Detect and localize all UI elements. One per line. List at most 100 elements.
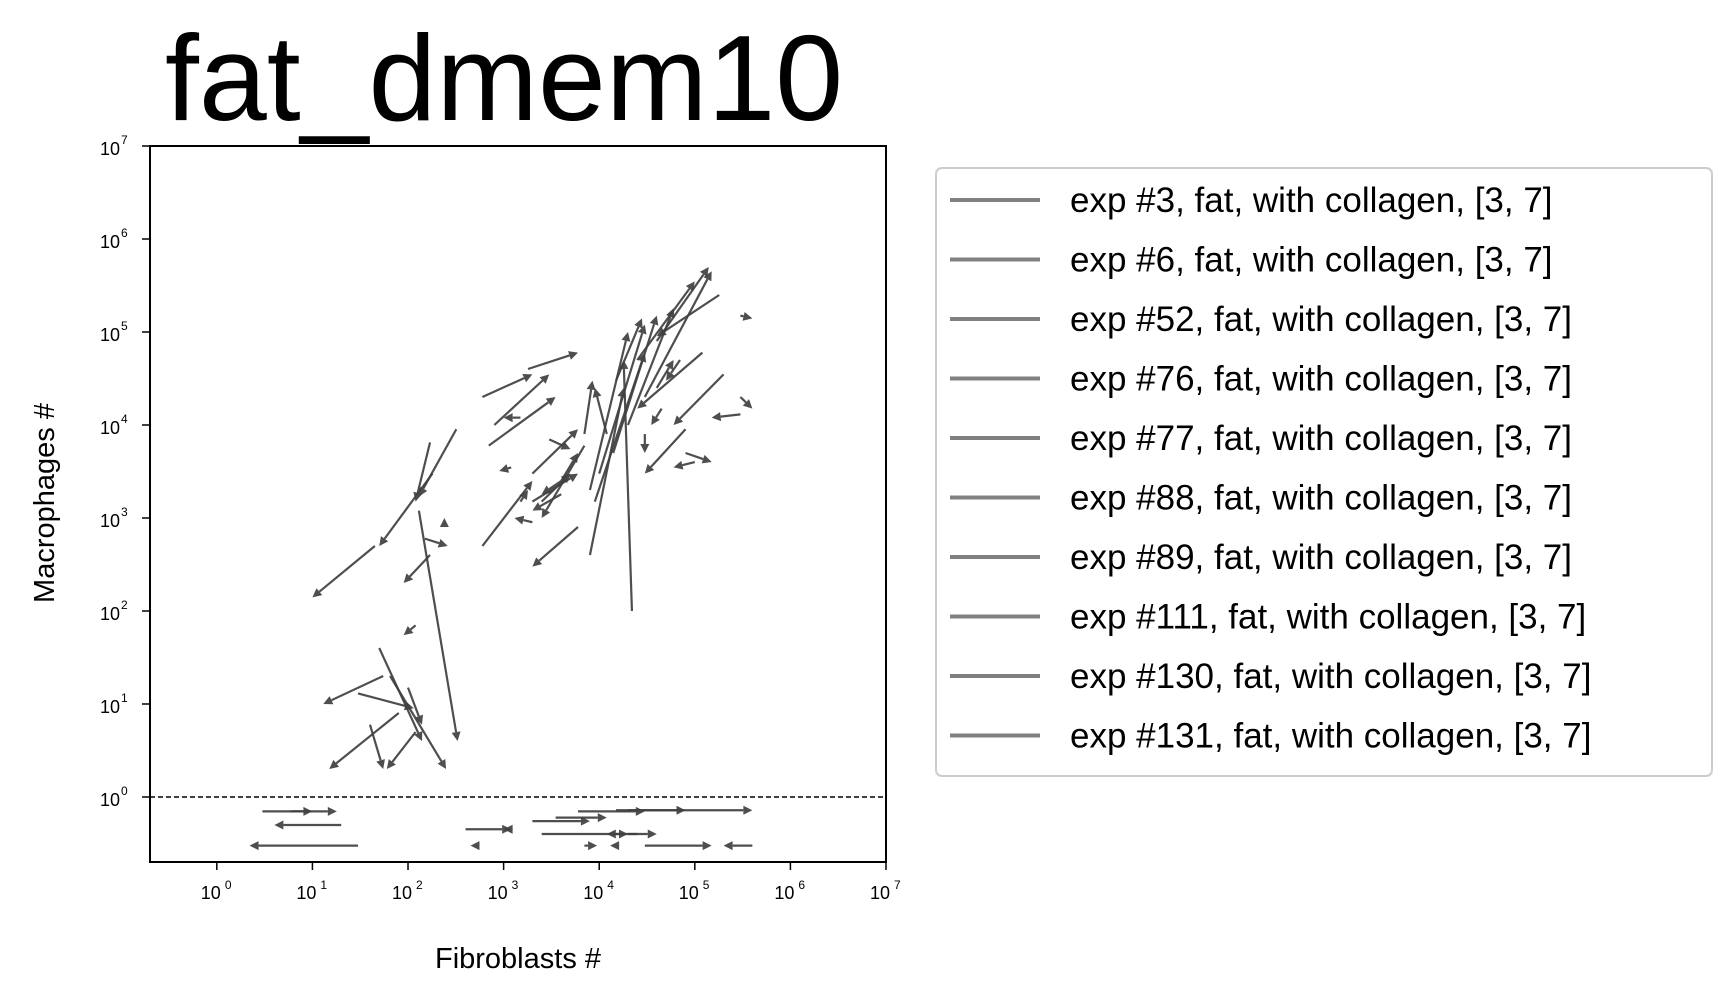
y-axis-label: Macrophages # (29, 403, 61, 603)
arrow (404, 625, 416, 635)
arrow-shaft (528, 355, 569, 369)
x-axis-label: Fibroblasts # (435, 943, 601, 975)
y-tick-label: 10 4 (100, 412, 128, 438)
y-tick-exponent: 0 (121, 784, 128, 798)
arrow-shaft (423, 429, 456, 488)
y-tick-base: 10 (100, 139, 120, 159)
arrow (440, 518, 449, 527)
arrow (387, 732, 416, 769)
arrow-head (376, 759, 385, 769)
arrow-shaft (411, 625, 416, 629)
y-tick-base: 10 (100, 418, 120, 438)
arrow-head (546, 397, 556, 406)
arrow-shaft (532, 478, 570, 501)
y-tick-label: 10 2 (100, 598, 128, 624)
arrow-head (636, 807, 645, 816)
x-tick-label: 10 5 (679, 878, 710, 903)
arrow-head (607, 830, 616, 839)
legend-label: exp #111, fat, with collagen, [3, 7] (1070, 598, 1586, 637)
arrow (499, 464, 511, 473)
arrow-shaft (686, 453, 704, 459)
arrows-group (250, 267, 753, 850)
y-tick-label: 10 3 (100, 505, 128, 531)
arrow-head (712, 412, 721, 421)
arrow-shaft (597, 397, 607, 434)
x-tick-base: 10 (679, 883, 699, 903)
x-tick-base: 10 (392, 883, 412, 903)
arrow-shaft (740, 397, 745, 402)
y-tick-exponent: 6 (121, 226, 128, 240)
arrow-head (640, 444, 649, 453)
arrow-head (743, 806, 752, 815)
x-tick-label: 10 1 (296, 878, 327, 903)
arrow-shaft (482, 378, 524, 397)
arrow-shaft (331, 676, 383, 700)
arrow-head (440, 518, 449, 527)
legend-label: exp #77, fat, with collagen, [3, 7] (1070, 419, 1572, 458)
arrow-shaft (319, 546, 374, 592)
x-tick-base: 10 (201, 883, 221, 903)
arrow-head (515, 516, 525, 525)
arrow-head (328, 807, 337, 816)
arrow-shaft (549, 439, 562, 445)
arrow-shaft (489, 402, 549, 445)
x-tick-exponent: 7 (894, 878, 901, 892)
y-tick-exponent: 3 (121, 505, 128, 519)
arrow (645, 841, 712, 850)
y-tick-label: 10 6 (100, 226, 128, 252)
legend-label: exp #52, fat, with collagen, [3, 7] (1070, 300, 1572, 339)
arrow-shaft (637, 289, 689, 360)
chart-title: fat_dmem10 (165, 10, 843, 146)
arrow-head (274, 820, 283, 829)
x-tick-base: 10 (583, 883, 603, 903)
arrow-shaft (410, 555, 430, 576)
arrow-head (622, 332, 631, 342)
arrow-head (743, 312, 753, 321)
legend-label: exp #6, fat, with collagen, [3, 7] (1070, 241, 1553, 280)
x-tick-label: 10 4 (583, 878, 614, 903)
y-tick-base: 10 (100, 325, 120, 345)
arrow (323, 676, 383, 704)
plot-area: 10 0 10 1 10 2 10 3 10 4 10 5 10 6 10 7 100101102103104… (100, 133, 901, 903)
arrow (528, 351, 578, 369)
arrow (482, 374, 532, 397)
x-tick-label: 10 0 (201, 878, 232, 903)
arrow (657, 295, 719, 336)
arrow-shaft (740, 316, 743, 317)
arrow-shaft (656, 409, 662, 418)
arrow-head (587, 381, 596, 391)
arrow (584, 381, 595, 434)
legend: exp #3, fat, with collagen, [3, 7] exp #6… (936, 168, 1712, 776)
arrow-head (499, 464, 509, 473)
arrow-head (724, 841, 733, 850)
x-tick-base: 10 (774, 883, 794, 903)
arrow (686, 453, 712, 463)
arrow-head (470, 841, 479, 850)
arrow-head (568, 351, 578, 360)
legend-label: exp #130, fat, with collagen, [3, 7] (1070, 657, 1591, 696)
y-tick-exponent: 2 (121, 598, 128, 612)
arrow (628, 830, 657, 839)
arrow (312, 546, 374, 597)
x-tick-exponent: 1 (320, 878, 327, 892)
x-tick-base: 10 (870, 883, 890, 903)
arrow (494, 374, 549, 425)
arrow-shaft (523, 520, 532, 522)
arrow-shaft (425, 539, 439, 544)
y-tick-base: 10 (100, 790, 120, 810)
arrow (532, 527, 578, 567)
arrow (712, 412, 741, 421)
y-tick-exponent: 1 (121, 691, 128, 705)
x-axis-ticks: 10 0 10 1 10 2 10 3 10 4 10 5 10 6 10 7 (201, 862, 901, 903)
arrow-head (648, 830, 657, 839)
plot-frame (150, 146, 886, 862)
arrow-head (703, 841, 712, 850)
x-tick-exponent: 5 (703, 878, 710, 892)
arrow (250, 841, 358, 850)
y-tick-exponent: 7 (121, 133, 128, 147)
arrow-shaft (721, 414, 741, 416)
arrow-shaft (651, 429, 686, 467)
arrow (578, 807, 645, 816)
arrow-shaft (508, 467, 511, 468)
